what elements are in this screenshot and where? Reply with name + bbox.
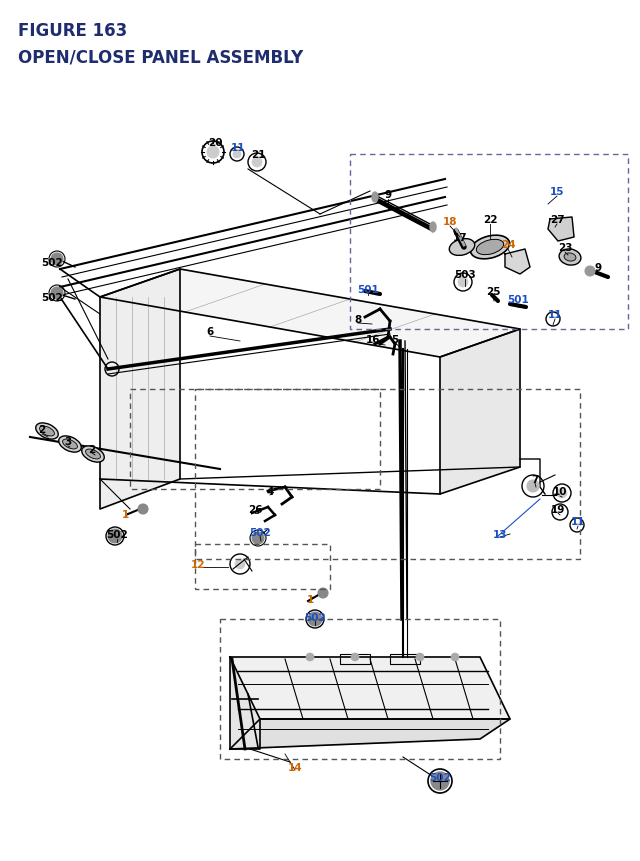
Text: 4: 4 <box>266 486 274 497</box>
Circle shape <box>51 288 63 300</box>
Text: 11: 11 <box>571 517 585 526</box>
Ellipse shape <box>449 239 475 256</box>
Circle shape <box>557 488 567 499</box>
Text: 502: 502 <box>41 257 63 268</box>
Text: 9: 9 <box>595 263 602 273</box>
Text: 18: 18 <box>443 217 457 226</box>
Ellipse shape <box>476 240 504 256</box>
Text: 16: 16 <box>365 335 380 344</box>
Polygon shape <box>100 269 520 357</box>
Text: 22: 22 <box>483 214 497 225</box>
Polygon shape <box>230 657 260 749</box>
Text: 5: 5 <box>392 335 399 344</box>
Bar <box>340 654 370 664</box>
Ellipse shape <box>470 236 509 259</box>
Circle shape <box>318 588 328 598</box>
Text: 503: 503 <box>454 269 476 280</box>
Circle shape <box>527 480 539 492</box>
Circle shape <box>51 254 63 266</box>
Ellipse shape <box>559 250 581 266</box>
Text: 501: 501 <box>507 294 529 305</box>
Text: 7: 7 <box>531 474 539 485</box>
Text: 17: 17 <box>452 232 467 243</box>
Text: 12: 12 <box>191 560 205 569</box>
Ellipse shape <box>86 449 100 460</box>
Circle shape <box>451 653 459 661</box>
Ellipse shape <box>564 254 576 262</box>
Polygon shape <box>230 719 510 749</box>
Text: OPEN/CLOSE PANEL ASSEMBLY: OPEN/CLOSE PANEL ASSEMBLY <box>18 48 303 66</box>
Bar <box>195 389 580 560</box>
Text: 20: 20 <box>208 138 222 148</box>
Circle shape <box>416 653 424 661</box>
Ellipse shape <box>40 426 54 437</box>
Text: 11: 11 <box>231 143 245 152</box>
Circle shape <box>585 267 595 276</box>
Polygon shape <box>100 269 180 510</box>
Bar <box>350 155 628 330</box>
Text: 502: 502 <box>304 612 326 623</box>
Text: 10: 10 <box>553 486 567 497</box>
Text: 502: 502 <box>429 772 451 782</box>
Ellipse shape <box>372 193 378 202</box>
Text: 6: 6 <box>206 326 214 337</box>
Text: 501: 501 <box>357 285 379 294</box>
Circle shape <box>308 612 322 626</box>
Text: FIGURE 163: FIGURE 163 <box>18 22 127 40</box>
Text: 24: 24 <box>500 239 515 250</box>
Circle shape <box>108 530 122 543</box>
Circle shape <box>431 772 449 790</box>
Text: 13: 13 <box>493 530 508 539</box>
Ellipse shape <box>63 439 77 449</box>
Polygon shape <box>230 657 510 719</box>
Text: 1: 1 <box>307 594 314 604</box>
Bar <box>195 544 330 589</box>
Text: 15: 15 <box>550 187 564 197</box>
Polygon shape <box>505 250 530 275</box>
Text: 3: 3 <box>65 437 72 447</box>
Text: 14: 14 <box>288 762 302 772</box>
Polygon shape <box>440 330 520 494</box>
Text: 502: 502 <box>106 530 128 539</box>
Text: 26: 26 <box>248 505 262 514</box>
Text: 502: 502 <box>41 293 63 303</box>
Polygon shape <box>548 218 574 242</box>
Ellipse shape <box>430 223 436 232</box>
Bar <box>220 619 500 759</box>
Circle shape <box>138 505 148 514</box>
Ellipse shape <box>36 424 58 440</box>
Text: 2: 2 <box>38 424 45 435</box>
Text: 23: 23 <box>557 243 572 253</box>
Text: 1: 1 <box>122 510 129 519</box>
Text: 8: 8 <box>355 314 362 325</box>
Text: 21: 21 <box>251 150 265 160</box>
Text: 9: 9 <box>385 189 392 200</box>
Text: 502: 502 <box>249 528 271 537</box>
Text: 19: 19 <box>551 505 565 514</box>
Ellipse shape <box>82 446 104 462</box>
Text: 2: 2 <box>88 444 95 455</box>
Circle shape <box>235 560 245 569</box>
Circle shape <box>306 653 314 661</box>
Ellipse shape <box>59 437 81 453</box>
Text: 25: 25 <box>486 287 500 297</box>
Circle shape <box>351 653 359 661</box>
Bar <box>390 654 420 664</box>
Circle shape <box>458 278 468 288</box>
Circle shape <box>207 147 219 158</box>
Text: 27: 27 <box>550 214 564 225</box>
Bar <box>130 389 380 489</box>
Text: 11: 11 <box>548 310 563 319</box>
Circle shape <box>252 532 264 544</box>
Circle shape <box>233 151 241 158</box>
Circle shape <box>252 158 262 168</box>
